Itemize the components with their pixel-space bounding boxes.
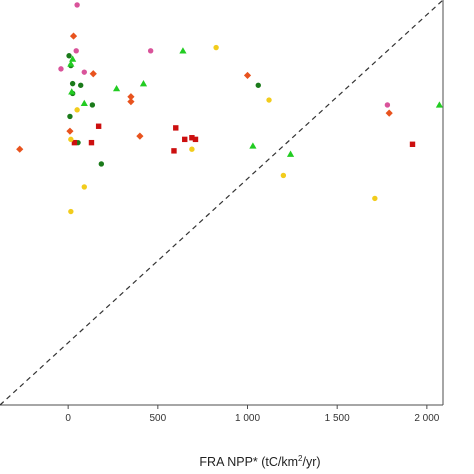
- data-point-yellow-circle: [74, 107, 80, 113]
- data-point-red-square: [409, 141, 416, 147]
- reference-line-layer: [0, 0, 444, 406]
- data-point-magenta-circle: [58, 66, 64, 72]
- data-point-yellow-circle: [81, 184, 87, 190]
- data-point-green-triangle: [139, 80, 148, 87]
- data-point-green-triangle: [179, 47, 187, 54]
- data-point-magenta-circle: [384, 102, 391, 108]
- data-point-yellow-circle: [266, 97, 272, 103]
- x-axis-title-superscript: 2: [298, 454, 303, 463]
- data-point-red-square: [189, 135, 195, 141]
- data-point-orange-diamond: [16, 145, 24, 153]
- data-point-green-triangle: [67, 60, 75, 67]
- data-point-orange-diamond: [136, 132, 144, 140]
- plot-frame: [0, 0, 444, 406]
- data-point-orange-diamond: [243, 71, 252, 80]
- x-tick-label: 0: [65, 413, 71, 424]
- x-axis-title: FRA NPP* (tC/km2/yr): [199, 454, 320, 469]
- data-point-yellow-circle: [189, 146, 195, 152]
- data-point-red-square: [182, 136, 188, 143]
- x-tick-label: 1 000: [235, 413, 260, 424]
- data-point-green-triangle: [249, 142, 257, 149]
- x-tick-label: 500: [149, 413, 166, 424]
- data-point-red-square: [171, 148, 177, 154]
- data-point-dark_green-circle: [89, 102, 96, 108]
- x-axis-title-main: FRA NPP* (tC/km: [199, 455, 298, 469]
- data-point-magenta-circle: [73, 48, 79, 54]
- data-point-red-square: [173, 125, 179, 131]
- x-tick-label: 2 000: [414, 413, 439, 424]
- data-point-red-square: [88, 139, 95, 146]
- data-point-orange-diamond: [69, 32, 78, 40]
- data-point-yellow-circle: [372, 195, 378, 202]
- data-point-green-triangle: [112, 84, 121, 92]
- data-point-green-triangle: [286, 150, 295, 157]
- data-point-yellow-circle: [280, 172, 287, 179]
- x-tick-label: 1 500: [325, 413, 350, 424]
- data-point-orange-diamond: [89, 70, 97, 78]
- data-point-yellow-circle: [68, 208, 74, 215]
- data-point-dark_green-circle: [67, 113, 73, 120]
- one-to-one-line: [0, 0, 444, 406]
- data-point-magenta-circle: [74, 2, 80, 8]
- data-point-red-square: [71, 139, 78, 146]
- data-point-green-triangle: [435, 101, 444, 108]
- data-point-dark_green-circle: [66, 53, 72, 59]
- data-point-dark_green-circle: [69, 80, 76, 87]
- data-point-orange-diamond: [127, 93, 135, 101]
- x-axis-ticks: 0 500 1 000 1 500 2 000: [65, 405, 440, 424]
- data-point-yellow-circle: [213, 44, 219, 51]
- data-point-yellow-circle: [68, 136, 74, 143]
- data-point-dark_green-circle: [98, 161, 105, 167]
- data-point-dark_green-circle: [255, 82, 261, 88]
- data-point-dark_green-circle: [78, 82, 84, 88]
- data-point-magenta-circle: [81, 69, 87, 75]
- data-point-red-square: [192, 136, 199, 143]
- data-point-orange-diamond: [385, 109, 393, 117]
- data-point-red-square: [95, 123, 102, 129]
- data-point-green-triangle: [68, 88, 76, 95]
- data-point-green-triangle: [80, 99, 88, 106]
- data-point-green-triangle: [69, 55, 77, 62]
- x-axis-title-tail: /yr): [303, 455, 321, 469]
- data-point-orange-diamond: [127, 98, 135, 106]
- data-points: [16, 2, 444, 215]
- data-point-orange-diamond: [66, 127, 74, 135]
- data-point-magenta-circle: [147, 48, 154, 54]
